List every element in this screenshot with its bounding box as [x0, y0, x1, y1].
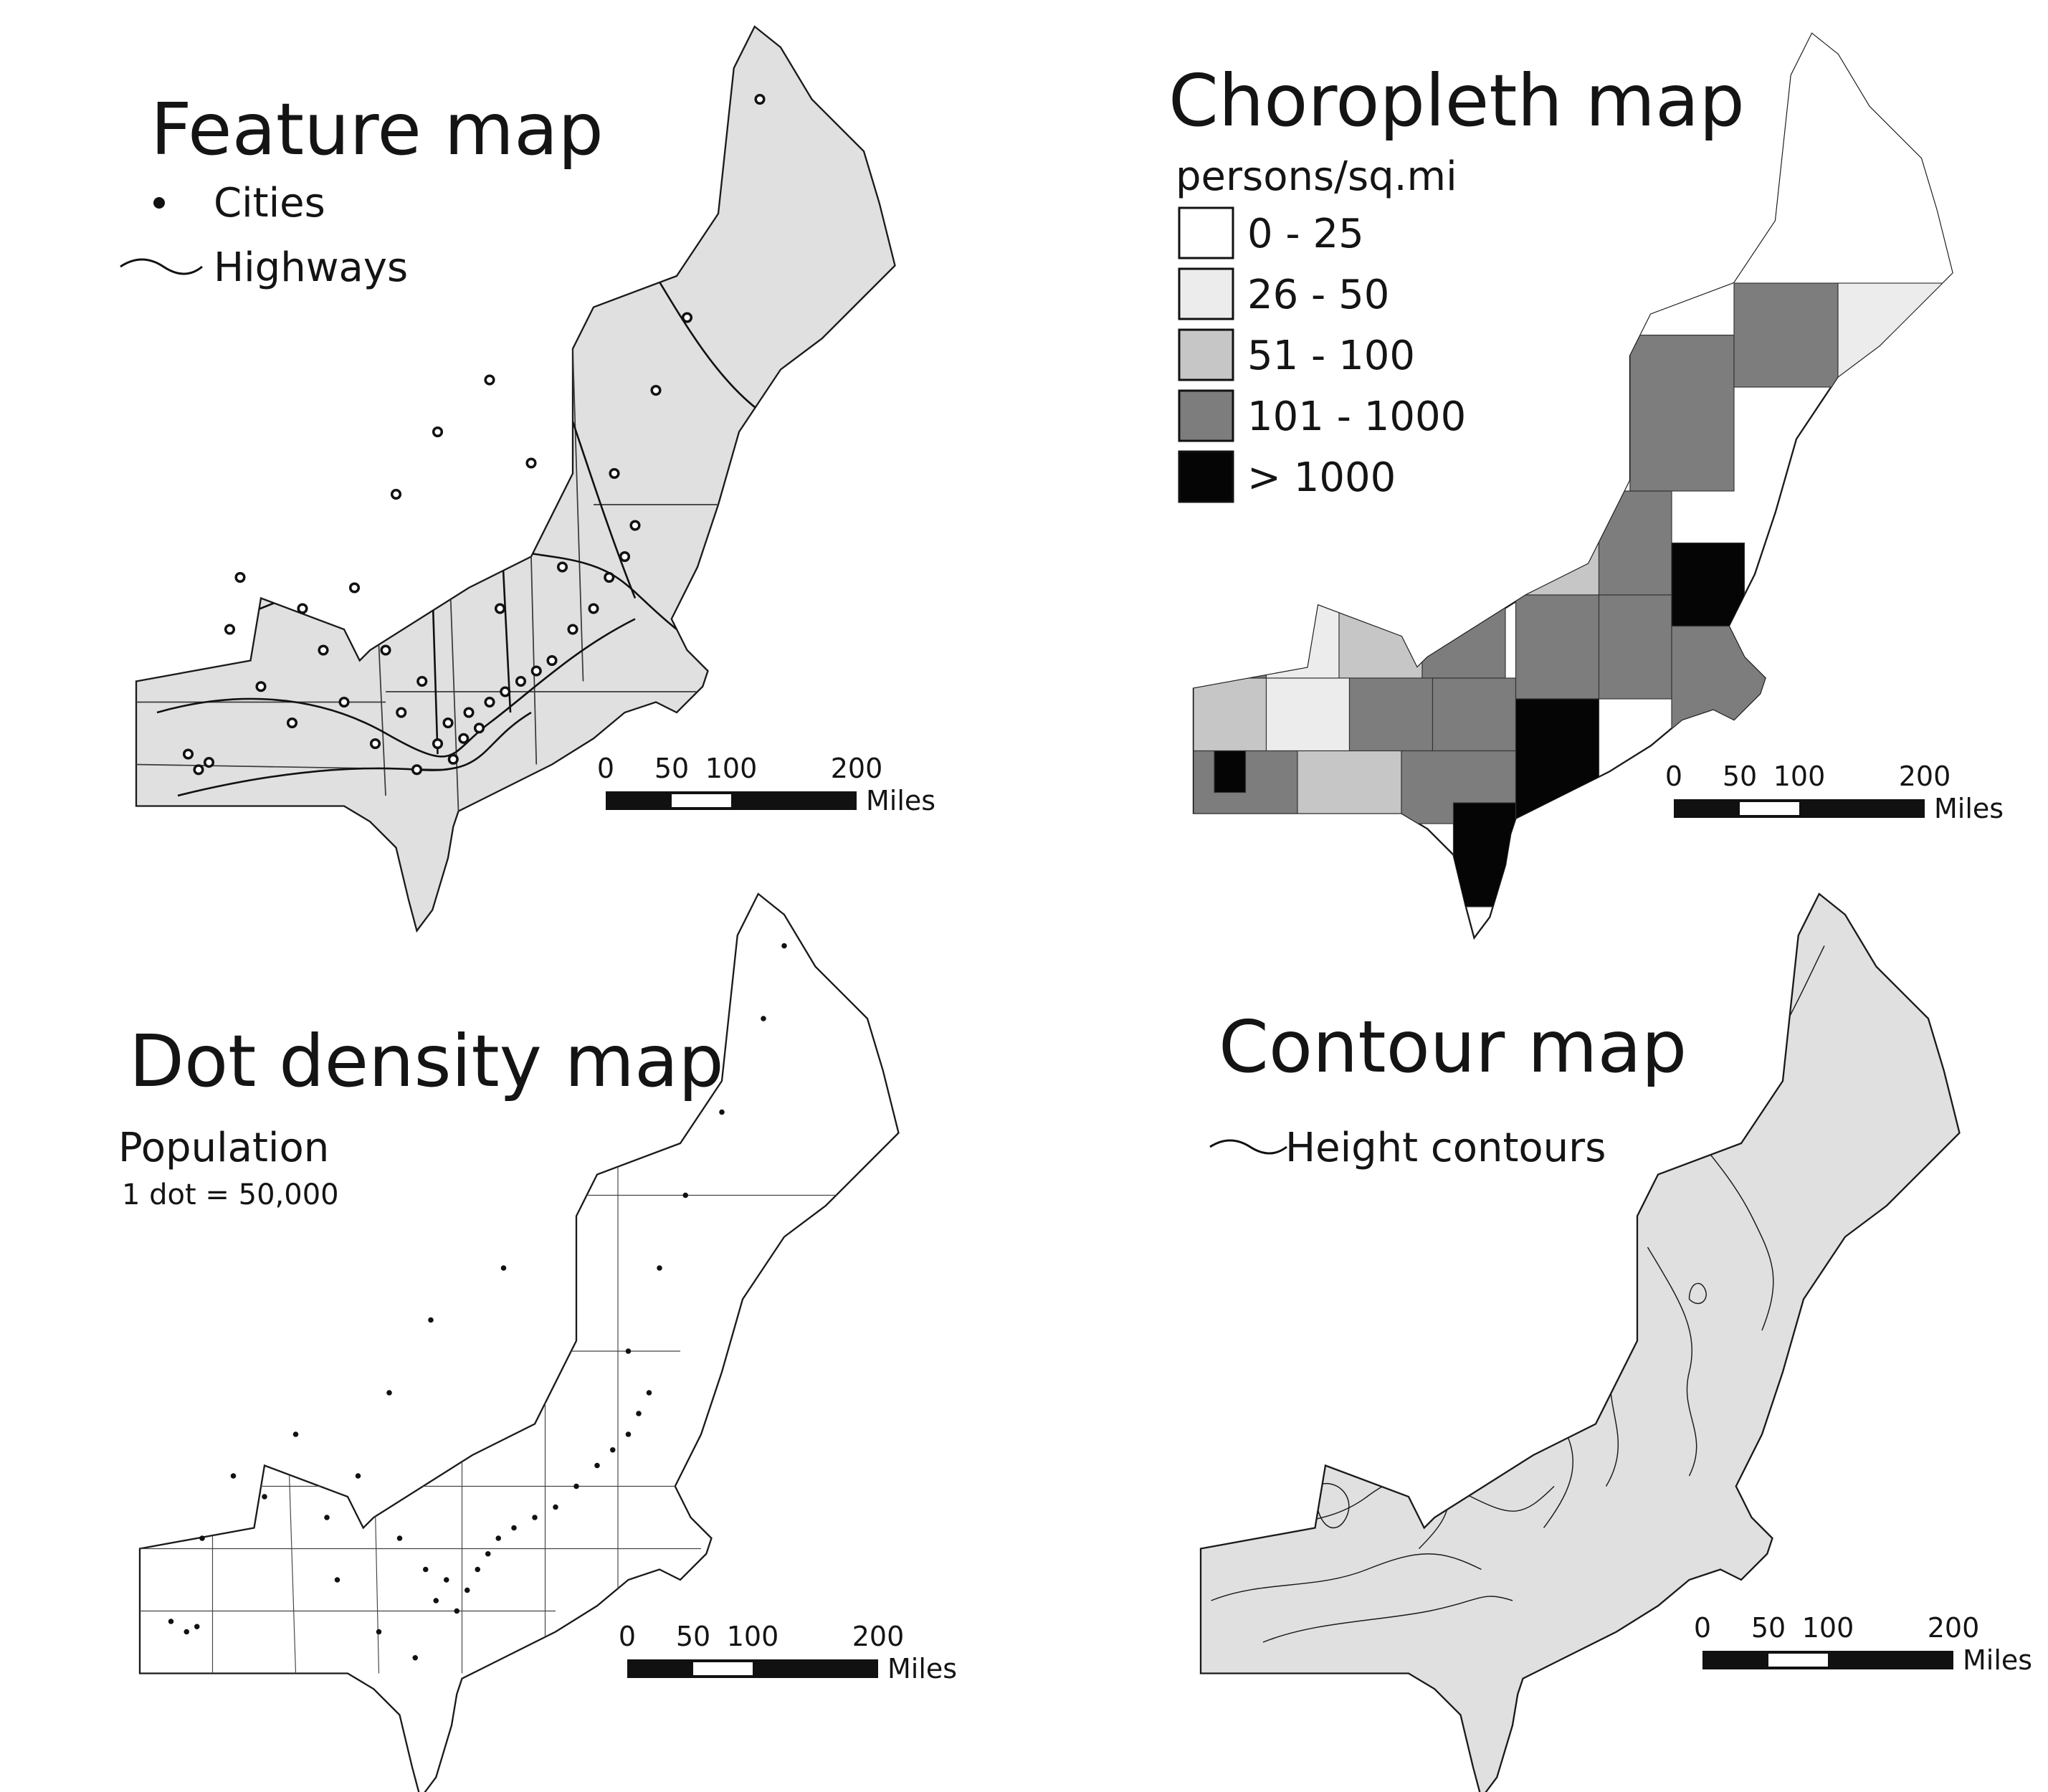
scale-tick-100: 100 [1773, 761, 1826, 792]
scale-tick-50: 50 [676, 1621, 710, 1652]
scale-tick-200: 200 [1899, 761, 1951, 792]
scale-tick-200: 200 [831, 753, 883, 784]
choropleth-scale-bar: 0 50 100 200 Miles [1665, 761, 2004, 824]
scale-unit: Miles [1934, 793, 2004, 824]
legend-swatch-26-50 [1178, 267, 1234, 320]
dot-density-map-title: Dot density map [129, 1019, 724, 1103]
feature-map-panel: Feature map Cities Highways [120, 25, 935, 932]
contour-scale-bar: 0 50 100 200 Miles [1694, 1612, 2032, 1676]
legend-swatch-0-25 [1178, 206, 1234, 259]
scale-unit: Miles [887, 1653, 957, 1684]
dot-density-legend-note: 1 dot = 50,000 [122, 1178, 339, 1211]
feature-map-legend: Cities Highways [120, 180, 408, 291]
scale-unit: Miles [1963, 1644, 2032, 1676]
legend-cities-label: Cities [214, 180, 325, 227]
legend-swatch-51-100 [1178, 328, 1234, 381]
legend-swatch-gt-1000 [1178, 450, 1234, 503]
scale-tick-50: 50 [654, 753, 689, 784]
scale-tick-50: 50 [1751, 1612, 1786, 1644]
scale-tick-100: 100 [705, 753, 758, 784]
population-dots [168, 943, 787, 1661]
legend-class-51-100: 51 - 100 [1247, 333, 1415, 379]
legend-highways-label: Highways [214, 244, 408, 291]
scale-tick-0: 0 [619, 1621, 636, 1652]
scale-tick-50: 50 [1723, 761, 1757, 792]
legend-class-26-50: 26 - 50 [1247, 272, 1389, 318]
choropleth-map-panel: Choropleth map persons/sq.mi 0 - 25 26 -… [1168, 32, 2004, 939]
choropleth-map-title: Choropleth map [1168, 59, 1745, 143]
legend-class-gt-1000: > 1000 [1247, 454, 1396, 501]
contour-map-title: Contour map [1219, 1005, 1687, 1089]
scale-tick-200: 200 [852, 1621, 905, 1652]
legend-height-contours-label: Height contours [1285, 1125, 1606, 1171]
city-markers [182, 93, 766, 776]
feature-map-title: Feature map [151, 87, 604, 171]
legend-class-101-1000: 101 - 1000 [1247, 394, 1466, 440]
choropleth-legend: 0 - 25 26 - 50 51 - 100 101 - 1000 > 100… [1178, 206, 1466, 503]
feature-map-scale-bar: 0 50 100 200 Miles [597, 753, 935, 816]
scale-tick-100: 100 [727, 1621, 779, 1652]
legend-class-0-25: 0 - 25 [1247, 211, 1364, 257]
scale-tick-0: 0 [597, 753, 614, 784]
scale-tick-0: 0 [1694, 1612, 1711, 1644]
scale-tick-100: 100 [1802, 1612, 1854, 1644]
dot-density-legend-title: Population [118, 1125, 329, 1171]
contour-line-icon [1209, 1139, 1287, 1155]
scale-unit: Miles [866, 785, 935, 816]
legend-swatch-101-1000 [1178, 389, 1234, 442]
scale-tick-200: 200 [1928, 1612, 1980, 1644]
choropleth-legend-title: persons/sq.mi [1176, 153, 1457, 200]
contour-map-panel: Contour map Height contours [1199, 892, 2032, 1792]
scale-tick-0: 0 [1665, 761, 1682, 792]
dot-density-map-panel: Dot density map Population 1 dot = 50,00… [118, 892, 957, 1792]
city-dot-icon [153, 197, 165, 209]
highway-line-icon [120, 258, 203, 275]
dot-density-scale-bar: 0 50 100 200 Miles [619, 1621, 957, 1684]
